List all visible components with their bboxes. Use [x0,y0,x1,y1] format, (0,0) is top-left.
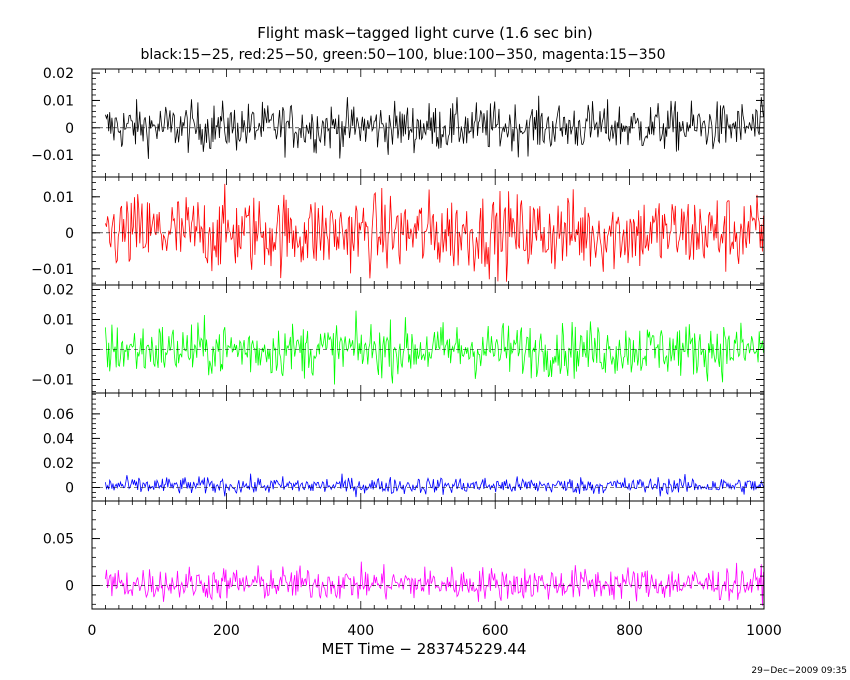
y-tick-label: 0.01 [43,313,74,329]
panel-stack: −0.0100.010.02−0.0100.01−0.0100.010.0200… [31,66,765,610]
panel-frame [91,284,765,394]
panel-25−50: −0.01 0 0.01 [31,176,765,286]
y-tick-label: 0.02 [43,66,74,82]
y-tick-label: 0.02 [43,283,74,299]
y-tick-label: −0.01 [31,262,74,278]
y-tick-label: 0.01 [43,190,74,206]
y-tick-label: 0.01 [43,93,74,109]
panel-100−350: 0 0.02 0.04 0.06 [43,392,765,502]
x-tick-label: 0 [88,623,97,639]
x-tick-label: 800 [616,623,643,639]
x-tick-label: 600 [482,623,509,639]
y-tick-label: 0.05 [43,532,74,548]
x-tick-label: 1000 [746,623,782,639]
y-tick-label: 0.06 [43,407,74,423]
series-line [105,310,764,385]
series-line [105,561,764,606]
y-tick-label: 0 [65,481,74,497]
y-tick-label: 0 [65,579,74,595]
chart-title: Flight mask−tagged light curve (1.6 sec … [257,24,593,42]
panel-15−25: −0.01 0 0.01 0.02 [31,66,765,178]
y-tick-label: 0 [65,121,74,137]
chart-subtitle: black:15−25, red:25−50, green:50−100, bl… [140,47,665,63]
panel-frame [91,500,765,610]
x-axis: 0 200 400 600 800 1000 [88,623,782,639]
panel-15−350: 00.05 [43,500,765,610]
y-tick-label: 0.04 [43,431,74,447]
timestamp-footer: 29−Dec−2009 09:35 [751,666,847,676]
y-tick-label: −0.01 [31,148,74,164]
y-tick-label: 0 [65,226,74,242]
panel-50−100: −0.01 0 0.01 0.02 [31,283,765,394]
x-axis-title: MET Time − 283745229.44 [322,640,527,658]
x-tick-label: 200 [213,623,240,639]
y-tick-label: 0 [65,343,74,359]
x-tick-label: 400 [347,623,374,639]
series-line [105,473,764,498]
y-tick-label: −0.01 [31,373,74,389]
y-tick-label: 0.02 [43,456,74,472]
series-line [105,183,764,282]
series-line [105,95,764,159]
